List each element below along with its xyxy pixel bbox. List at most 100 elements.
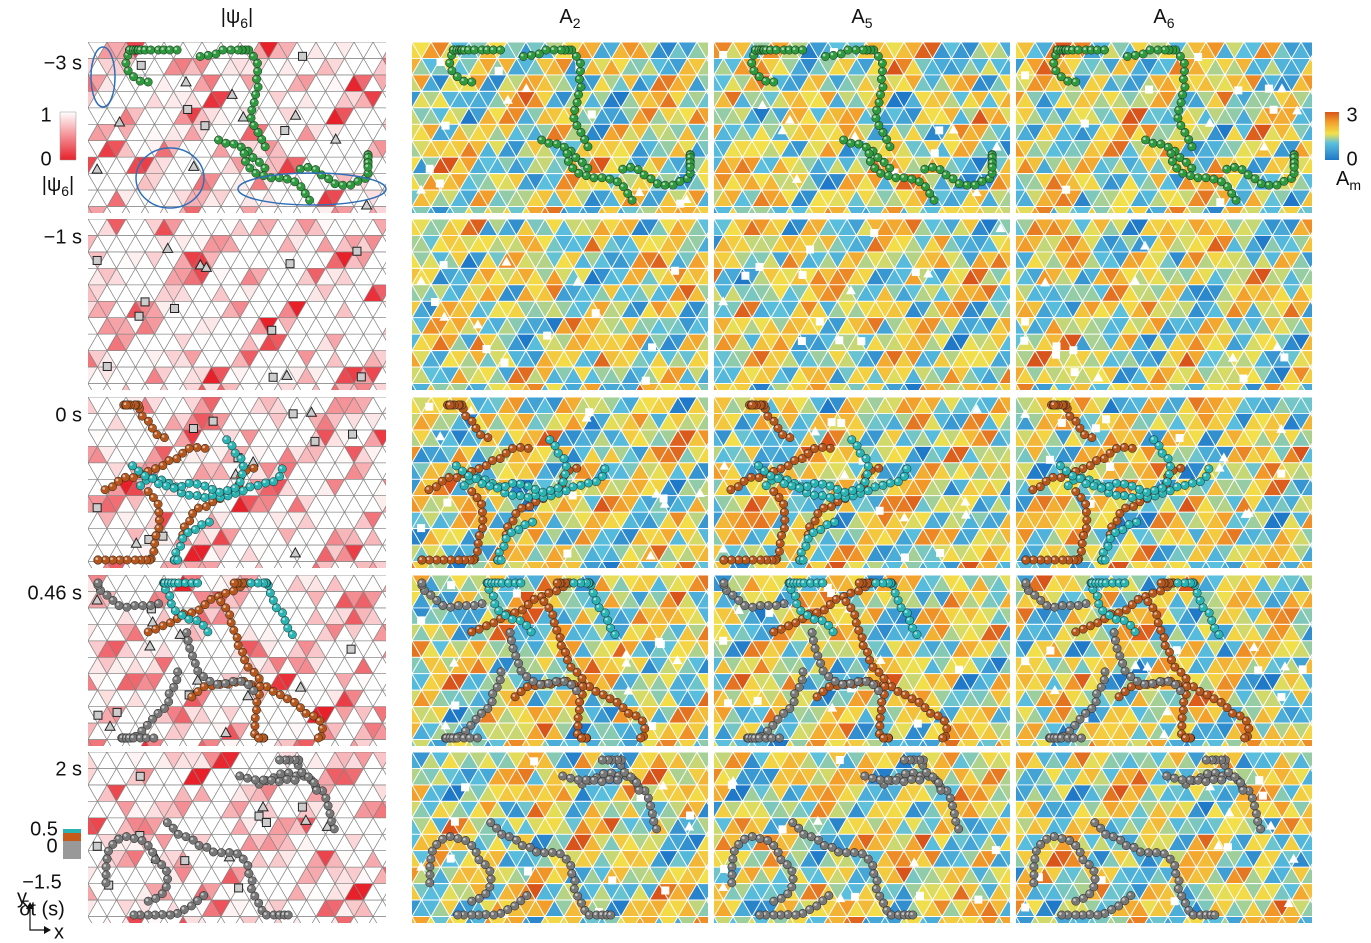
particle — [772, 46, 780, 54]
particle — [527, 51, 535, 59]
particle-highlight — [578, 61, 581, 64]
particle — [900, 174, 908, 182]
particle-highlight — [1051, 60, 1054, 63]
particle-highlight — [466, 47, 469, 50]
particle-highlight — [1175, 115, 1178, 118]
particle — [1177, 98, 1185, 106]
lattice-cell — [392, 219, 411, 235]
particle — [196, 52, 204, 60]
defect-square — [1053, 342, 1061, 350]
lattice-cell — [193, 26, 212, 42]
particle-highlight — [148, 47, 151, 50]
particle-highlight — [1178, 100, 1181, 103]
particle-highlight — [529, 53, 532, 56]
particle-highlight — [873, 115, 876, 118]
panel — [384, 203, 755, 417]
particle — [240, 149, 248, 157]
lattice-cell — [716, 26, 735, 42]
particle — [1074, 46, 1082, 54]
particle — [261, 164, 269, 172]
particle-highlight — [1143, 137, 1146, 140]
lattice-cell — [669, 26, 688, 42]
particle-highlight — [521, 54, 524, 57]
defect-square — [835, 336, 843, 344]
lattice-cell — [1320, 318, 1339, 334]
lattice-cell — [1035, 26, 1054, 42]
lattice-cell — [1311, 252, 1330, 268]
defect-square — [1216, 198, 1224, 206]
particle-highlight — [868, 159, 871, 162]
lattice-cell — [297, 26, 316, 42]
lattice-cell — [1330, 400, 1349, 416]
particle-highlight — [943, 172, 946, 175]
particle-highlight — [558, 47, 561, 50]
defect-square — [93, 256, 101, 264]
particle-highlight — [239, 145, 242, 148]
particle-highlight — [874, 108, 877, 111]
lattice-cell — [1244, 26, 1263, 42]
lattice-cell — [1311, 400, 1330, 416]
particle-highlight — [1182, 69, 1185, 72]
lattice-cell — [69, 75, 88, 91]
lattice-cell — [392, 397, 411, 413]
particle — [988, 163, 996, 171]
lattice-cell — [1311, 190, 1330, 206]
particle-highlight — [562, 145, 565, 148]
particle-highlight — [882, 160, 885, 163]
lattice-cell — [69, 351, 88, 367]
lattice-cell — [650, 26, 669, 42]
lattice-cell — [392, 367, 411, 383]
defect-square — [281, 127, 289, 135]
lattice-cell — [60, 26, 79, 42]
defect-square — [1194, 53, 1202, 61]
lattice-cell — [1339, 400, 1358, 416]
particle — [884, 171, 892, 179]
panel — [60, 381, 431, 595]
lattice-cell — [412, 26, 431, 42]
particle-highlight — [893, 175, 896, 178]
particle-highlight — [1059, 74, 1062, 77]
defect-square — [719, 51, 727, 59]
particle-highlight — [1178, 54, 1181, 57]
lattice-cell — [1320, 207, 1339, 223]
lattice-cell — [1311, 285, 1330, 301]
lattice-cell — [914, 26, 933, 42]
particle — [545, 139, 553, 147]
particle-highlight — [213, 51, 216, 54]
particle — [626, 163, 634, 171]
lattice-cell — [326, 26, 345, 42]
particle — [250, 98, 258, 106]
particle — [1123, 52, 1131, 60]
lattice-cell — [392, 58, 411, 74]
particle — [331, 180, 339, 188]
particle-highlight — [880, 84, 883, 87]
particle — [1280, 177, 1288, 185]
particle — [847, 139, 855, 147]
lattice-cell — [828, 26, 847, 42]
particle — [852, 46, 860, 54]
particle-highlight — [901, 175, 904, 178]
particle-highlight — [263, 144, 266, 147]
particle-highlight — [1174, 165, 1177, 168]
particle-highlight — [688, 155, 691, 158]
particle — [1049, 59, 1057, 67]
lattice-cell — [69, 381, 88, 397]
defect-square — [141, 298, 149, 306]
particle — [770, 78, 778, 86]
defect-square — [798, 337, 806, 345]
particle-highlight — [228, 47, 231, 50]
particle-highlight — [887, 144, 890, 147]
lattice-cell — [88, 26, 107, 42]
defect-square — [1240, 375, 1248, 383]
lattice-cell — [1330, 75, 1349, 91]
lattice-cell — [1330, 318, 1349, 334]
lattice-cell — [392, 203, 411, 219]
lattice-cell — [686, 26, 705, 42]
particle-highlight — [447, 60, 450, 63]
panel — [60, 26, 431, 240]
lattice-cell — [1311, 207, 1330, 223]
lattice-cell — [697, 26, 716, 42]
particle-highlight — [1219, 179, 1222, 182]
defect-square — [1021, 318, 1029, 326]
particle — [212, 50, 220, 58]
